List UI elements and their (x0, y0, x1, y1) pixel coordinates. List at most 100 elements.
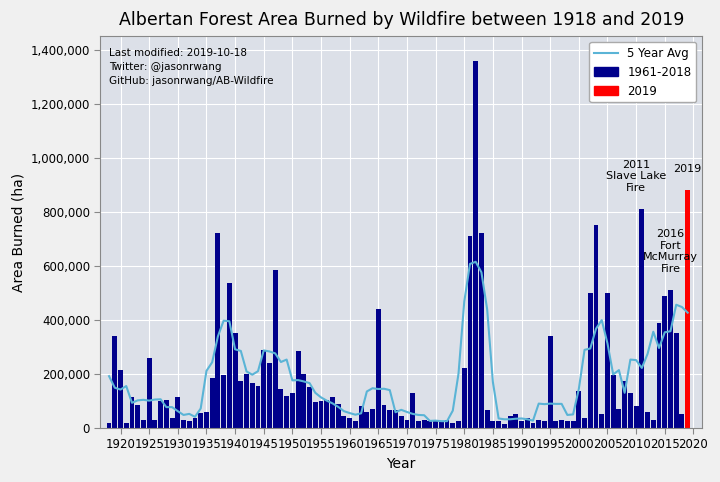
Bar (668, 290, 673, 428)
Bar (577, 391, 581, 428)
Bar (639, 209, 644, 428)
Bar (176, 397, 180, 428)
Bar (359, 406, 364, 428)
Bar (382, 405, 387, 428)
Bar (410, 393, 415, 428)
Bar (284, 396, 289, 428)
Bar (296, 351, 300, 428)
Bar (399, 416, 404, 428)
Bar (662, 295, 667, 428)
Bar (158, 401, 163, 428)
Bar (124, 423, 129, 428)
Bar (422, 420, 426, 428)
Bar (462, 368, 467, 428)
Bar (593, 225, 598, 428)
Bar (622, 381, 627, 428)
Text: 2019: 2019 (673, 164, 702, 174)
Bar (307, 388, 312, 428)
Bar (588, 293, 593, 428)
Bar (279, 389, 284, 428)
Legend: 5 Year Avg, 1961-2018, 2019: 5 Year Avg, 1961-2018, 2019 (590, 42, 696, 102)
Bar (250, 383, 255, 428)
Bar (324, 400, 329, 428)
Bar (548, 336, 553, 428)
Bar (685, 190, 690, 428)
Bar (244, 374, 249, 428)
Bar (496, 421, 501, 428)
Text: 2011
Slave Lake
Fire: 2011 Slave Lake Fire (606, 160, 666, 193)
Bar (181, 420, 186, 428)
Bar (519, 421, 524, 428)
Bar (508, 416, 513, 428)
Bar (490, 421, 495, 428)
Bar (479, 233, 484, 428)
Bar (256, 386, 261, 428)
Bar (456, 421, 461, 428)
Bar (118, 370, 123, 428)
Bar (645, 412, 650, 428)
Bar (599, 415, 604, 428)
Bar (336, 403, 341, 428)
Bar (571, 421, 575, 428)
Bar (450, 423, 455, 428)
Bar (536, 420, 541, 428)
Text: Last modified: 2019-10-18
Twitter: @jasonrwang
GitHub: jasonrwang/AB-Wildfire: Last modified: 2019-10-18 Twitter: @jaso… (109, 48, 274, 86)
Bar (130, 397, 135, 428)
Bar (439, 421, 444, 428)
Bar (467, 236, 472, 428)
Bar (502, 424, 507, 428)
Bar (353, 421, 358, 428)
Bar (238, 381, 243, 428)
Bar (186, 421, 192, 428)
Bar (473, 61, 478, 428)
Bar (680, 415, 685, 428)
Bar (531, 423, 536, 428)
Bar (393, 410, 398, 428)
Bar (313, 402, 318, 428)
Bar (616, 409, 621, 428)
Bar (628, 393, 633, 428)
Bar (198, 413, 203, 428)
Bar (147, 358, 152, 428)
Bar (605, 293, 610, 428)
Bar (542, 421, 547, 428)
Y-axis label: Area Burned (ha): Area Burned (ha) (11, 173, 25, 292)
Bar (428, 421, 432, 428)
Bar (657, 322, 662, 428)
Bar (261, 349, 266, 428)
Bar (651, 420, 656, 428)
Bar (290, 393, 294, 428)
Bar (582, 418, 587, 428)
Bar (330, 397, 335, 428)
Bar (341, 416, 346, 428)
Bar (107, 423, 112, 428)
Bar (233, 334, 238, 428)
Bar (559, 420, 564, 428)
Bar (376, 309, 381, 428)
Bar (370, 409, 375, 428)
Bar (416, 421, 421, 428)
Title: Albertan Forest Area Burned by Wildfire between 1918 and 2019: Albertan Forest Area Burned by Wildfire … (119, 11, 684, 29)
Bar (318, 401, 323, 428)
Bar (273, 270, 278, 428)
Bar (215, 233, 220, 428)
Bar (227, 283, 232, 428)
Bar (387, 410, 392, 428)
Bar (554, 421, 558, 428)
Bar (347, 418, 352, 428)
Bar (433, 421, 438, 428)
Bar (405, 420, 410, 428)
Bar (513, 415, 518, 428)
Bar (674, 334, 679, 428)
Bar (204, 412, 209, 428)
Bar (141, 420, 146, 428)
Bar (221, 375, 226, 428)
Bar (445, 420, 449, 428)
Bar (112, 336, 117, 428)
Bar (525, 418, 530, 428)
Bar (485, 410, 490, 428)
Bar (565, 421, 570, 428)
Bar (611, 375, 616, 428)
Bar (192, 418, 197, 428)
Bar (267, 363, 272, 428)
